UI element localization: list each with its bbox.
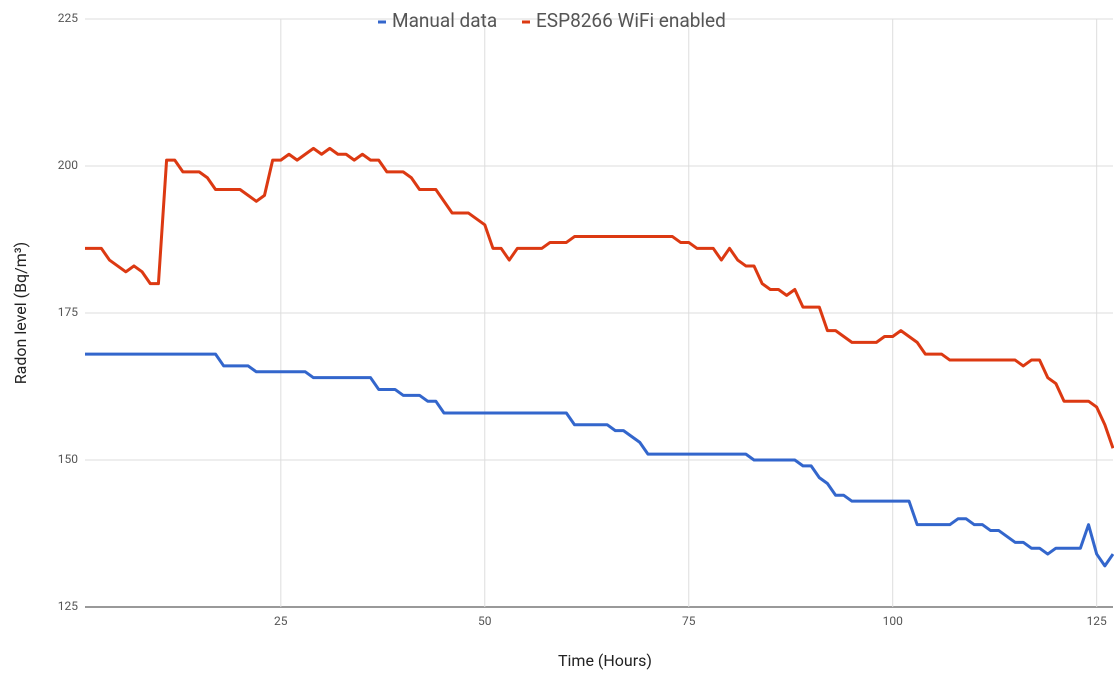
y-tick-label: 125 (58, 599, 78, 613)
x-tick-label: 50 (478, 614, 492, 628)
x-axis-title: Time (Hours) (558, 651, 652, 670)
x-tick-label: 75 (682, 614, 696, 628)
x-tick-label: 25 (274, 614, 288, 628)
y-tick-label: 225 (58, 11, 78, 25)
y-tick-label: 175 (58, 305, 78, 319)
series-line (85, 352, 1114, 568)
legend-label: Manual data (392, 9, 497, 32)
x-tick-label: 100 (883, 614, 903, 628)
y-tick-label: 200 (58, 158, 78, 172)
y-axis-title: Radon level (Bq/m³) (11, 242, 30, 384)
series-line (85, 146, 1114, 449)
y-tick-label: 150 (58, 452, 78, 466)
legend-label: ESP8266 WiFi enabled (536, 9, 726, 32)
x-tick-label: 125 (1087, 614, 1107, 628)
